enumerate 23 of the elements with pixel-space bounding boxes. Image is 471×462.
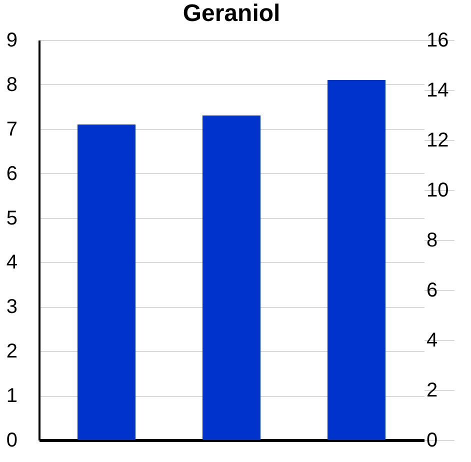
y-tick-label: 2: [6, 340, 18, 363]
y-tick-label: 0: [6, 430, 18, 452]
y-tick-label: 1: [6, 385, 18, 408]
bar: [78, 124, 136, 440]
y2-tick-label: 14: [426, 80, 449, 102]
bar: [328, 80, 386, 440]
y-tick-label: 9: [6, 30, 18, 52]
y-tick-label: 7: [6, 118, 18, 140]
y2-tick-label: 16: [426, 30, 449, 52]
y2-tick-label: 8: [426, 230, 438, 252]
chart-title: Geraniol: [182, 0, 280, 27]
y-tick-label: 6: [6, 162, 18, 185]
y2-tick-label: 0: [426, 430, 438, 452]
y2-tick-label: 4: [426, 330, 438, 352]
y2-tick-label: 6: [426, 280, 438, 302]
y2-tick-label: 10: [426, 180, 449, 202]
y-tick-label: 3: [6, 296, 18, 318]
y-tick-label: 8: [6, 74, 18, 96]
y2-tick-label: 2: [426, 380, 438, 402]
bar: [202, 116, 260, 440]
y-tick-label: 5: [6, 207, 18, 230]
y2-tick-label: 12: [426, 130, 449, 152]
y-tick-label: 4: [6, 252, 18, 274]
